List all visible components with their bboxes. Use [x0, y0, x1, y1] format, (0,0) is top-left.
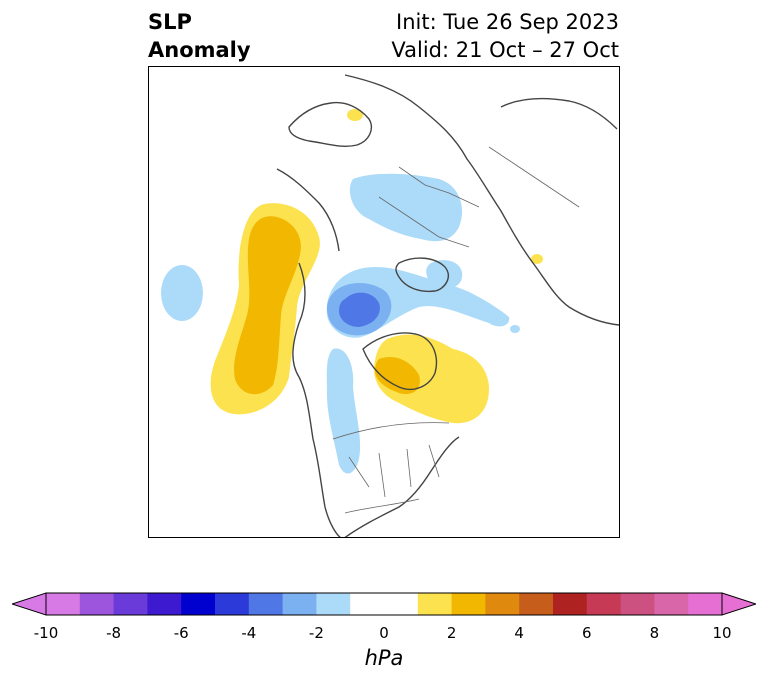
border-us-states — [348, 444, 440, 498]
coastline-greenland — [395, 257, 449, 293]
colorbar-outline — [45, 592, 723, 616]
colorbar-swatch — [215, 593, 250, 615]
colorbar-tick-label: 4 — [514, 624, 524, 642]
border-eurasia-1 — [378, 196, 470, 248]
colorbar-swatch — [46, 593, 81, 615]
anomaly-map — [148, 66, 620, 538]
colorbar-swatch — [688, 593, 723, 615]
colorbar-swatch — [282, 593, 317, 615]
coastline-north-america-east — [344, 436, 460, 537]
coastlines — [276, 74, 619, 537]
anomaly-arctic-small — [510, 325, 520, 333]
title-variable-line2: Anomaly — [148, 38, 251, 62]
anomaly-siberia-negative — [349, 173, 463, 242]
colorbar-swatch — [316, 593, 351, 615]
map-canvas — [149, 74, 619, 537]
colorbar-tick-label: 2 — [446, 624, 457, 642]
colorbar-swatch — [553, 593, 588, 615]
unit-label: hPa — [364, 646, 404, 670]
coastline-scandinavia — [288, 101, 373, 148]
valid-range: Valid: 21 Oct – 27 Oct — [391, 38, 619, 62]
colorbar-swatch — [451, 593, 486, 615]
init-date: Init: Tue 26 Sep 2023 — [396, 10, 619, 34]
colorbar-unit: hPa — [0, 646, 768, 670]
anomaly-gulf-of-alaska-core — [234, 216, 301, 395]
anomaly-arctic-blob-extra — [426, 260, 463, 290]
colorbar-tick-label: 0 — [379, 624, 389, 642]
border-eurasia-2 — [398, 166, 480, 208]
colorbar-swatch — [384, 593, 419, 615]
colorbar-swatch — [181, 593, 216, 615]
colorbar-swatch — [586, 593, 622, 615]
coastline-eurasia — [344, 74, 619, 326]
title-variable-line1: SLP — [148, 10, 192, 34]
colorbar-tick-label: -8 — [106, 624, 122, 642]
coastline-europe — [276, 168, 340, 252]
colorbar-tick-label: -2 — [308, 624, 324, 642]
anomaly-arctic-core — [339, 292, 380, 327]
coastline-hudson-bay — [362, 332, 438, 391]
colorbar-swatch — [417, 593, 453, 615]
colorbar — [12, 592, 756, 616]
coastline-north-america-west — [292, 262, 341, 537]
political-borders — [332, 146, 580, 514]
anomaly-scandinavia-positive — [347, 109, 363, 121]
coastline-east-asia — [500, 97, 618, 130]
colorbar-swatch — [654, 593, 689, 615]
colorbar-tick-label: 10 — [712, 624, 732, 642]
colorbar-swatch — [485, 593, 520, 615]
border-us-mexico — [344, 498, 420, 514]
colorbar-swatch — [350, 593, 385, 615]
anomaly-central-us-negative — [326, 348, 361, 474]
border-eurasia-3 — [488, 146, 580, 208]
colorbar-tick-label: 8 — [649, 624, 660, 642]
anomaly-quebec-core — [375, 356, 420, 395]
colorbar-tick-label: -4 — [241, 624, 257, 642]
colorbar-tick-label: 6 — [582, 624, 592, 642]
colorbar-tick-label: -6 — [173, 624, 189, 642]
map-title: SLP Anomaly — [148, 8, 251, 64]
colorbar-swatch — [519, 593, 554, 615]
colorbar-swatch — [113, 593, 148, 615]
anomaly-pacific-edge — [149, 285, 155, 319]
map-dates: Init: Tue 26 Sep 2023 Valid: 21 Oct – 27… — [391, 8, 619, 64]
colorbar-swatch — [79, 593, 115, 615]
colorbar-swatch — [248, 593, 284, 615]
colorbar-extend-high — [721, 592, 756, 616]
colorbar-tick-label: -10 — [33, 624, 59, 642]
anomaly-north-pacific-negative — [161, 265, 203, 321]
colorbar-extend-low — [12, 592, 47, 616]
colorbar-swatch — [147, 593, 182, 615]
border-canada-us — [332, 422, 450, 440]
colorbar-swatch — [620, 593, 655, 615]
anomaly-east-siberia-positive — [531, 254, 543, 264]
